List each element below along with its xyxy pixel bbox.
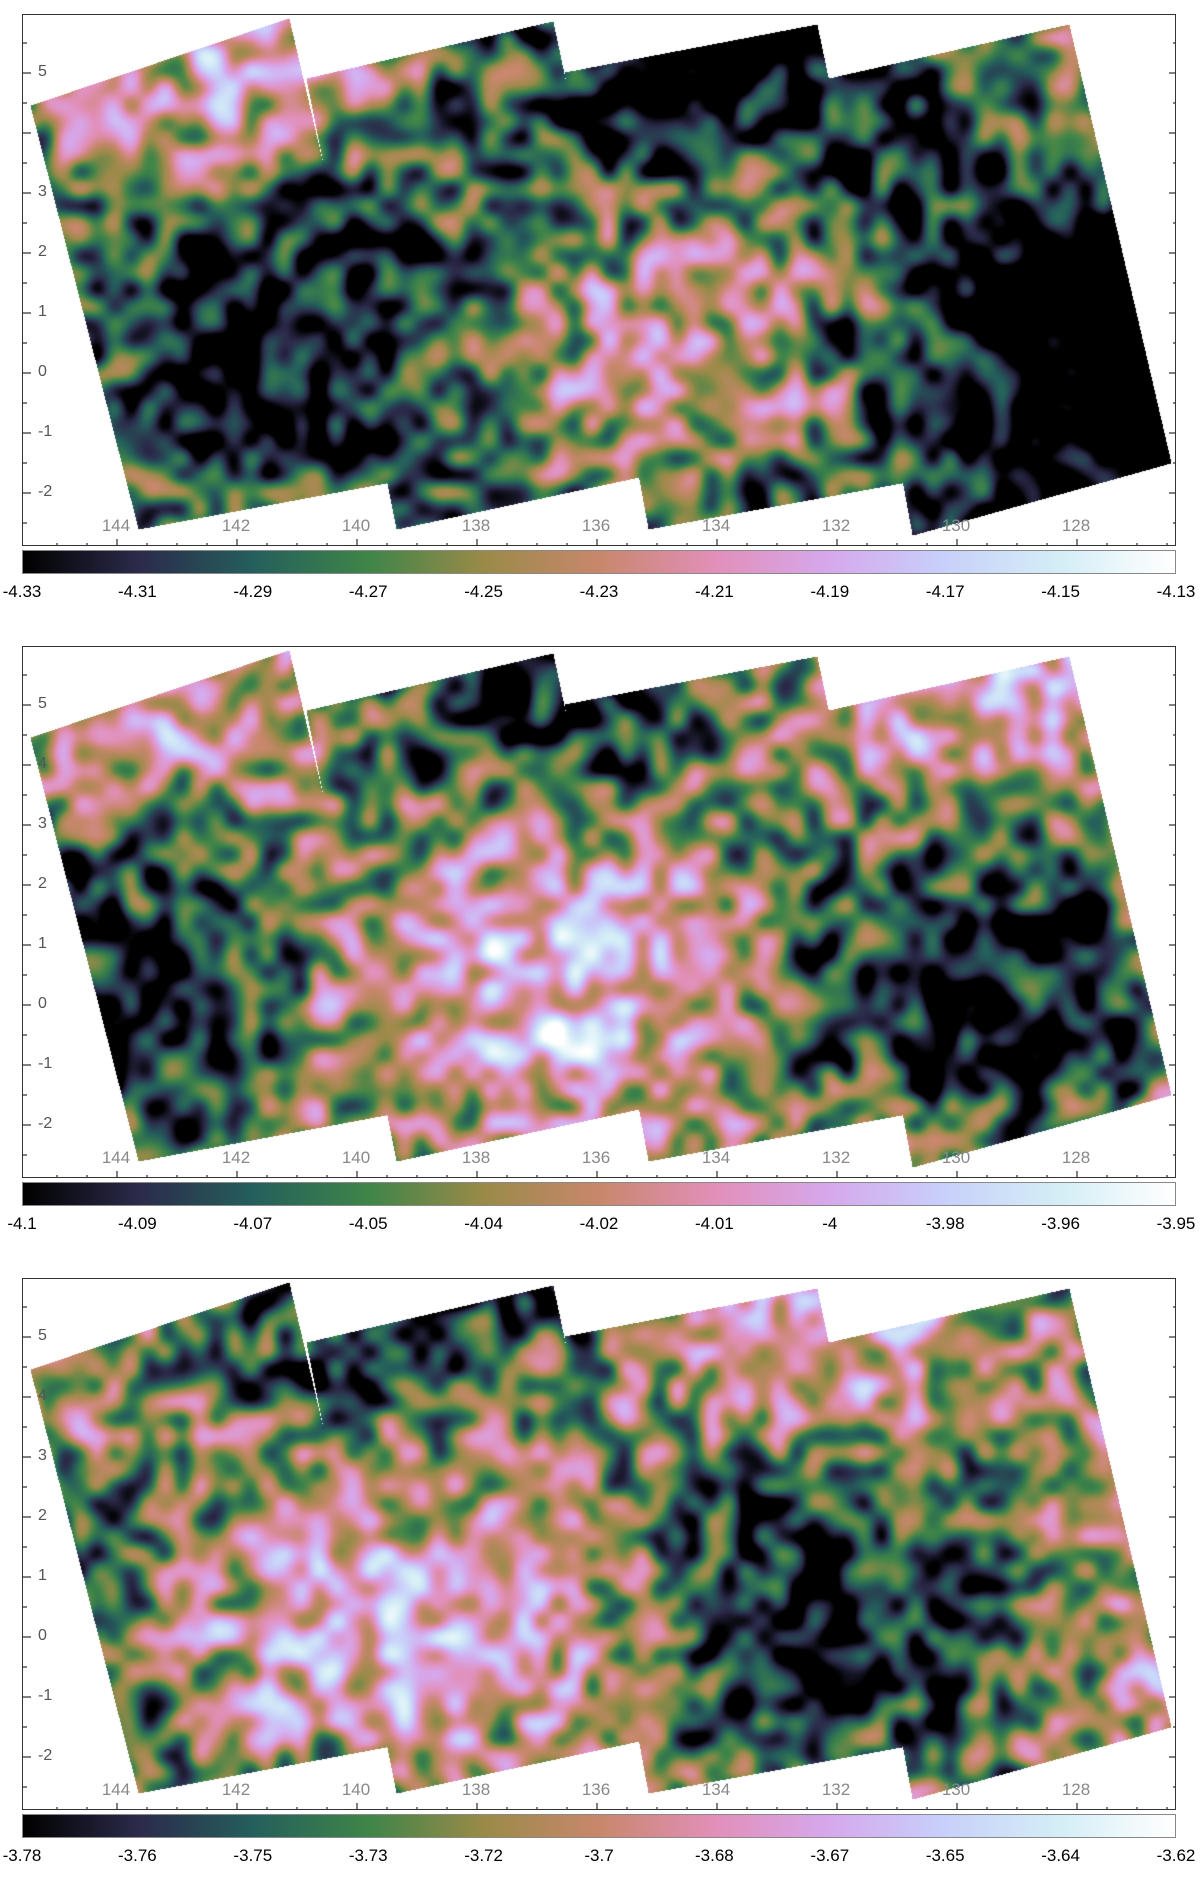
colorbar-tick-label: -4.27: [348, 582, 388, 601]
y-tick-label: -1: [38, 1687, 53, 1704]
heatmap-image: [23, 647, 1175, 1177]
x-tick-label: 142: [221, 1780, 251, 1799]
colorbar-tick-label: -3.75: [233, 1846, 273, 1865]
heatmap-image: [23, 1279, 1175, 1809]
x-tick-label: 132: [821, 1148, 851, 1167]
x-tick-label: 144: [101, 516, 131, 535]
x-tick-label: 128: [1061, 1780, 1091, 1799]
x-tick-label: 134: [701, 1780, 731, 1799]
colorbar-tick-label: -4.21: [695, 582, 734, 601]
y-tick-label: 3: [38, 183, 47, 200]
y-tick-label: -2: [38, 483, 53, 500]
x-tick-label: 138: [461, 1780, 491, 1799]
colorbar-tick-label: -3.98: [925, 1214, 965, 1233]
colorbar-tick-label: -3.76: [118, 1846, 157, 1865]
x-tick-label: 128: [1061, 516, 1091, 535]
colorbar-tick-label: -4.04: [464, 1214, 503, 1233]
colorbar-tick-label: -4.09: [118, 1214, 157, 1233]
x-tick-label: 144: [101, 1148, 131, 1167]
y-tick-label: 0: [38, 995, 47, 1012]
y-tick-label: 5: [38, 63, 47, 80]
x-tick-label: 140: [341, 1780, 371, 1799]
y-tick-label: 5: [38, 1327, 47, 1344]
y-tick-label: 1: [38, 935, 47, 952]
x-tick-label: 136: [581, 1148, 611, 1167]
y-tick-label: 0: [38, 1627, 47, 1644]
colorbar-tick-label: -4.19: [810, 582, 850, 601]
y-tick-label: 2: [38, 243, 47, 260]
colorbar-tick-label: -3.65: [925, 1846, 965, 1865]
colorbar-tick-label: -4.33: [2, 582, 42, 601]
axis-ticks: [23, 42, 1175, 545]
y-tick-label: -1: [38, 1055, 53, 1072]
colorbar-tick-label: -4.29: [233, 582, 273, 601]
x-tick-label: 134: [701, 1148, 731, 1167]
axis-ticks: [23, 674, 1175, 1177]
colorbar-tick-label: -4.01: [695, 1214, 734, 1233]
colorbar-tick-label: -3.72: [464, 1846, 503, 1865]
x-tick-label: 142: [221, 516, 251, 535]
colorbar-tick-label: -4: [822, 1214, 838, 1233]
colorbar-tick-label: -3.96: [1041, 1214, 1080, 1233]
colorbar-tick-label: -3.64: [1041, 1846, 1080, 1865]
colorbar-tick-label: -4.15: [1041, 582, 1080, 601]
y-tick-label: 2: [38, 1507, 47, 1524]
colorbar-tick-label: -4.17: [925, 582, 965, 601]
axis-ticks: [23, 1306, 1175, 1809]
x-tick-label: 130: [941, 1148, 971, 1167]
colorbar-tick-label: -3.68: [695, 1846, 734, 1865]
heatmap-plot: [22, 1278, 1176, 1810]
x-tick-label: 144: [101, 1780, 131, 1799]
heatmap-plot: [22, 646, 1176, 1178]
colorbar-tick-label: -3.62: [1156, 1846, 1196, 1865]
colorbar-tick-label: -3.7: [584, 1846, 614, 1865]
x-tick-label: 134: [701, 516, 731, 535]
x-tick-label: 128: [1061, 1148, 1091, 1167]
heatmap-image: [23, 15, 1175, 545]
x-tick-label: 130: [941, 1780, 971, 1799]
x-tick-label: 132: [821, 1780, 851, 1799]
y-tick-label: 4: [38, 1387, 47, 1404]
x-tick-label: 140: [341, 1148, 371, 1167]
y-tick-label: 2: [38, 875, 47, 892]
y-tick-label: 1: [38, 1567, 47, 1584]
colorbar-tick-label: -3.78: [2, 1846, 42, 1865]
colorbar-tick-label: -4.1: [7, 1214, 37, 1233]
x-tick-label: 140: [341, 516, 371, 535]
heatmap-plot: [22, 14, 1176, 546]
colorbar: [22, 1182, 1176, 1206]
x-tick-label: 138: [461, 516, 491, 535]
colorbar-tick-label: -4.07: [233, 1214, 273, 1233]
colorbar-tick-label: -4.23: [579, 582, 619, 601]
y-tick-label: -2: [38, 1747, 53, 1764]
colorbar-tick-label: -4.02: [579, 1214, 619, 1233]
y-tick-label: -1: [38, 423, 53, 440]
colorbar-tick-label: -3.73: [348, 1846, 388, 1865]
colorbar-tick-label: -4.25: [464, 582, 503, 601]
x-tick-label: 130: [941, 516, 971, 535]
x-tick-label: 142: [221, 1148, 251, 1167]
y-tick-label: 4: [38, 755, 47, 772]
x-tick-label: 136: [581, 1780, 611, 1799]
y-tick-label: 3: [38, 1447, 47, 1464]
x-tick-label: 136: [581, 516, 611, 535]
x-tick-label: 132: [821, 516, 851, 535]
colorbar: [22, 1814, 1176, 1838]
colorbar-tick-label: -4.05: [348, 1214, 388, 1233]
colorbar-tick-label: -4.31: [118, 582, 157, 601]
colorbar-tick-label: -3.95: [1156, 1214, 1196, 1233]
colorbar-tick-label: -3.67: [810, 1846, 850, 1865]
y-tick-label: -2: [38, 1115, 53, 1132]
x-tick-label: 138: [461, 1148, 491, 1167]
colorbar: [22, 550, 1176, 574]
y-tick-label: 1: [38, 303, 47, 320]
y-tick-label: 0: [38, 363, 47, 380]
colorbar-tick-label: -4.13: [1156, 582, 1196, 601]
y-tick-label: 3: [38, 815, 47, 832]
y-tick-label: 5: [38, 695, 47, 712]
